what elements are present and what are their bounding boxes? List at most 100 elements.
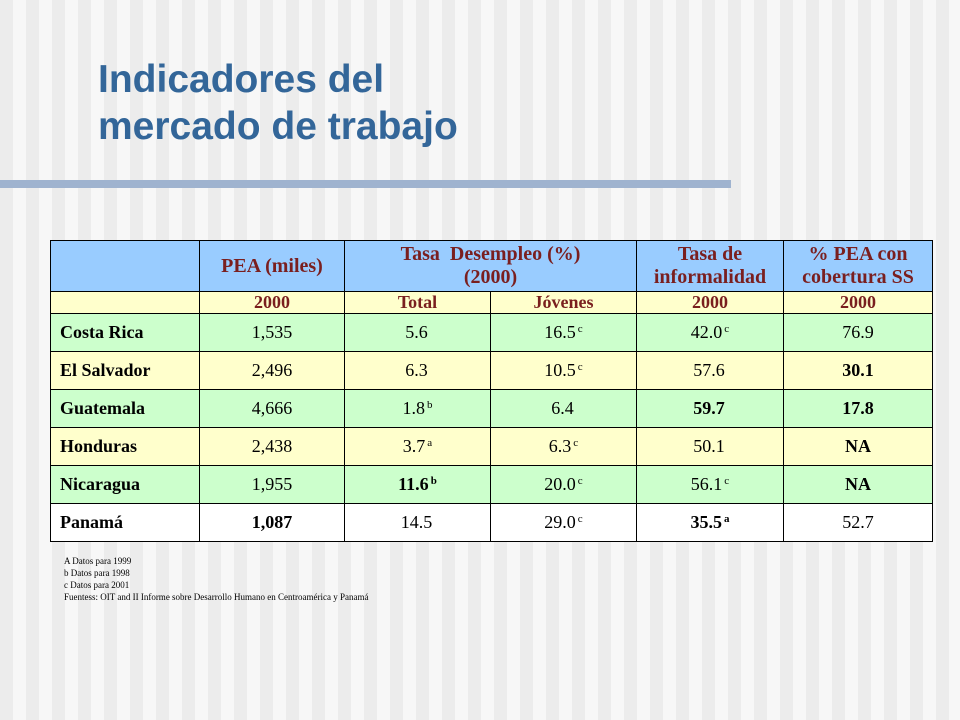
subheader-cell: Total (344, 291, 491, 314)
pea-cell: 1,535 (199, 313, 345, 352)
informalidad-note: c (724, 323, 730, 335)
informalidad-value: 56.1 (690, 474, 723, 494)
labor-market-table: PEA (miles) Tasa Desempleo (%) (2000) Ta… (50, 240, 933, 542)
informalidad-cell: 57.6 (636, 351, 784, 390)
table-header-row: PEA (miles) Tasa Desempleo (%) (2000) Ta… (50, 240, 933, 292)
subheader-cell: 2000 (636, 291, 784, 314)
total-value: 14.5 (400, 512, 433, 532)
jovenes-cell: 29.0 c (490, 503, 637, 542)
total-cell: 3.7 a (344, 427, 491, 466)
table-row: Panamá 1,087 14.5 29.0 c 35.5 a 52.7 (50, 503, 933, 542)
pea-cell: 4,666 (199, 389, 345, 428)
table-footnotes: A Datos para 1999 b Datos para 1998 c Da… (64, 555, 369, 603)
jovenes-value: 10.5 (544, 360, 576, 380)
table-row: Guatemala 4,666 1.8 b 6.4 59.7 17.8 (50, 389, 933, 428)
table-row: Honduras 2,438 3.7 a 6.3 c 50.1 NA (50, 427, 933, 466)
jovenes-note: c (577, 361, 583, 373)
header-cobertura-line1: % PEA con (808, 243, 908, 265)
header-desempleo-line2: (2000) (463, 266, 518, 288)
informalidad-cell: 42.0 c (636, 313, 784, 352)
jovenes-value: 6.4 (551, 398, 574, 418)
subheader-cell (50, 291, 200, 314)
total-value: 5.6 (405, 322, 428, 342)
informalidad-value: 59.7 (693, 398, 725, 418)
header-informalidad-line2: informalidad (653, 266, 767, 288)
total-value: 1.8 (402, 398, 426, 418)
total-cell: 11.6 b (344, 465, 491, 504)
informalidad-value: 42.0 (690, 322, 723, 342)
jovenes-note: c (573, 437, 579, 449)
header-pea: PEA (miles) (199, 240, 345, 292)
informalidad-note: a (724, 513, 730, 525)
total-cell: 5.6 (344, 313, 491, 352)
jovenes-value: 20.0 (544, 474, 576, 494)
table-row: Costa Rica 1,535 5.6 16.5 c 42.0 c 76.9 (50, 313, 933, 352)
jovenes-cell: 6.4 (490, 389, 637, 428)
total-note: a (427, 437, 433, 449)
jovenes-cell: 10.5 c (490, 351, 637, 390)
total-value: 11.6 (398, 474, 429, 494)
slide-title-line1: Indicadores del (98, 58, 385, 101)
footnote: A Datos para 1999 (64, 556, 132, 566)
jovenes-note: c (577, 323, 583, 335)
total-note: b (430, 475, 437, 487)
informalidad-value: 35.5 (690, 512, 723, 532)
total-cell: 6.3 (344, 351, 491, 390)
pea-cell: 1,087 (199, 503, 345, 542)
footnote-source: Fuentess: OIT and II Informe sobre Desar… (64, 592, 369, 602)
informalidad-cell: 59.7 (636, 389, 784, 428)
header-desempleo-line1: Tasa Desempleo (%) (400, 243, 581, 265)
informalidad-value: 57.6 (693, 360, 725, 380)
header-informalidad: Tasa de informalidad (636, 240, 784, 292)
header-empty-cell (50, 240, 200, 292)
country-cell: Honduras (50, 427, 200, 466)
subheader-cell: 2000 (199, 291, 345, 314)
country-cell: El Salvador (50, 351, 200, 390)
informalidad-cell: 50.1 (636, 427, 784, 466)
informalidad-value: 50.1 (693, 436, 725, 456)
country-cell: Nicaragua (50, 465, 200, 504)
jovenes-value: 29.0 (544, 512, 576, 532)
title-underline-rule (0, 180, 731, 188)
footnote: b Datos para 1998 (64, 568, 130, 578)
pea-cell: 2,438 (199, 427, 345, 466)
footnote: c Datos para 2001 (64, 580, 130, 590)
subheader-cell: 2000 (783, 291, 933, 314)
header-informalidad-line1: Tasa de (677, 243, 743, 265)
pea-cell: 1,955 (199, 465, 345, 504)
country-cell: Guatemala (50, 389, 200, 428)
country-cell: Costa Rica (50, 313, 200, 352)
informalidad-note: c (724, 475, 730, 487)
cobertura-cell: NA (783, 427, 933, 466)
cobertura-cell: 17.8 (783, 389, 933, 428)
header-cobertura: % PEA con cobertura SS (783, 240, 933, 292)
cobertura-cell: 76.9 (783, 313, 933, 352)
total-cell: 14.5 (344, 503, 491, 542)
slide-title: Indicadores del mercado de trabajo (98, 56, 458, 150)
header-cobertura-line2: cobertura SS (802, 266, 914, 288)
header-desempleo: Tasa Desempleo (%) (2000) (344, 240, 637, 292)
country-cell: Panamá (50, 503, 200, 542)
subheader-cell: Jóvenes (490, 291, 637, 314)
jovenes-cell: 16.5 c (490, 313, 637, 352)
jovenes-cell: 20.0 c (490, 465, 637, 504)
informalidad-cell: 56.1 c (636, 465, 784, 504)
jovenes-note: c (577, 475, 583, 487)
total-cell: 1.8 b (344, 389, 491, 428)
total-note: b (427, 399, 433, 411)
jovenes-note: c (577, 513, 583, 525)
table-subheader-row: 2000 Total Jóvenes 2000 2000 (50, 291, 933, 314)
pea-cell: 2,496 (199, 351, 345, 390)
total-value: 3.7 (402, 436, 426, 456)
total-value: 6.3 (405, 360, 428, 380)
jovenes-cell: 6.3 c (490, 427, 637, 466)
cobertura-cell: 52.7 (783, 503, 933, 542)
informalidad-cell: 35.5 a (636, 503, 784, 542)
jovenes-value: 6.3 (548, 436, 572, 456)
table-row: El Salvador 2,496 6.3 10.5 c 57.6 30.1 (50, 351, 933, 390)
jovenes-value: 16.5 (544, 322, 576, 342)
cobertura-cell: 30.1 (783, 351, 933, 390)
table-row: Nicaragua 1,955 11.6 b 20.0 c 56.1 c NA (50, 465, 933, 504)
slide-title-line2: mercado de trabajo (98, 105, 458, 148)
cobertura-cell: NA (783, 465, 933, 504)
